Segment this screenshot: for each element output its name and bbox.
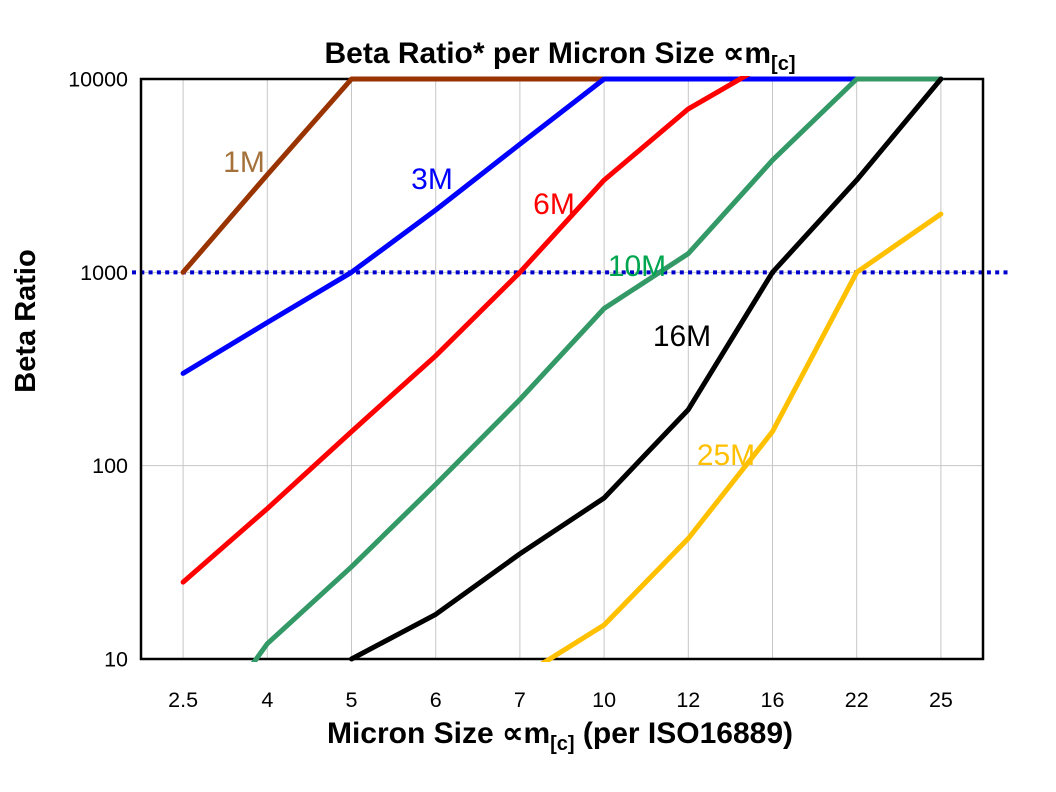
y-tick-label: 10 bbox=[104, 648, 128, 672]
x-tick-label: 5 bbox=[346, 688, 358, 712]
series-label-1M: 1M bbox=[223, 146, 265, 179]
x-axis-title-suffix: (per ISO16889) bbox=[574, 717, 794, 750]
gridlines bbox=[141, 79, 983, 659]
series-label-3M: 3M bbox=[411, 163, 453, 196]
x-axis-title-subscript: [c] bbox=[550, 733, 575, 755]
y-axis-title-text: Beta Ratio bbox=[10, 249, 42, 393]
series-line-10M bbox=[250, 76, 944, 662]
chart-title: Beta Ratio* per Micron Size ∝m[c] bbox=[0, 36, 1056, 76]
x-tick-label: 2.5 bbox=[168, 688, 198, 712]
x-axis-title-text: Micron Size ∝m bbox=[326, 717, 551, 750]
x-axis-ticks: 2.5 4 5 6 7 10 12 16 22 25 bbox=[168, 688, 953, 712]
x-tick-label: 4 bbox=[261, 688, 273, 712]
series-label-16M: 16M bbox=[653, 320, 711, 353]
y-axis-title: Beta Ratio bbox=[10, 171, 46, 471]
series-line-6M bbox=[180, 76, 751, 585]
series-label-10M: 10M bbox=[608, 250, 666, 283]
y-tick-label: 10000 bbox=[68, 68, 128, 92]
series-labels: 1M 3M 6M 10M 16M 25M bbox=[223, 146, 755, 472]
series-line-1M bbox=[180, 76, 607, 275]
series-line-25M bbox=[540, 211, 944, 662]
x-tick-label: 25 bbox=[929, 688, 953, 712]
x-axis-title: Micron Size ∝m[c] (per ISO16889) bbox=[0, 716, 1056, 756]
y-axis-ticks: 10 100 1000 10000 bbox=[68, 68, 128, 672]
series-label-6M: 6M bbox=[533, 188, 575, 221]
chart-title-subscript: [c] bbox=[771, 53, 796, 75]
x-tick-label: 6 bbox=[430, 688, 442, 712]
x-tick-label: 22 bbox=[845, 688, 869, 712]
series-line-16M bbox=[349, 76, 944, 662]
chart-title-text: Beta Ratio* per Micron Size ∝m bbox=[324, 37, 772, 70]
series-line-3M bbox=[180, 76, 944, 376]
x-tick-label: 10 bbox=[592, 688, 616, 712]
series-lines bbox=[180, 76, 944, 662]
series-label-25M: 25M bbox=[697, 439, 755, 472]
y-tick-label: 1000 bbox=[80, 261, 128, 285]
x-tick-label: 16 bbox=[761, 688, 785, 712]
x-tick-label: 7 bbox=[514, 688, 526, 712]
x-tick-label: 12 bbox=[676, 688, 700, 712]
y-tick-label: 100 bbox=[92, 454, 128, 478]
